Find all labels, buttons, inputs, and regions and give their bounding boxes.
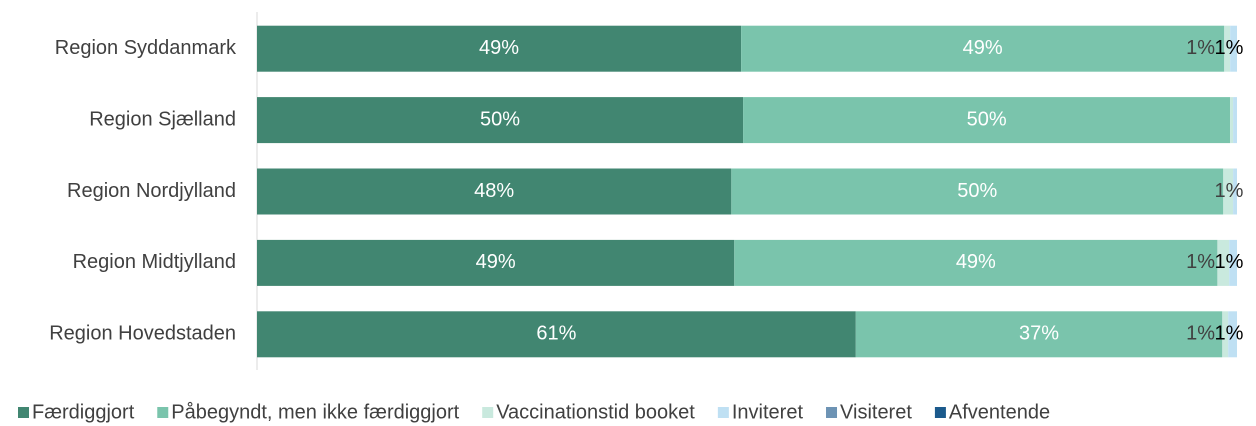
data-label: 49% — [479, 37, 519, 59]
data-label: 1% — [1215, 37, 1244, 59]
data-label: 61% — [536, 323, 576, 345]
y-tick-label: Region Hovedstaden — [49, 323, 236, 345]
data-label: 1% — [1186, 37, 1215, 59]
bar-segment — [741, 25, 1225, 72]
bar-segment — [743, 97, 1231, 144]
legend-label: Vaccinationstid booket — [496, 401, 695, 423]
legend-label: Visiteret — [840, 401, 912, 423]
bar-segment — [1230, 97, 1234, 144]
bar-segment — [257, 25, 742, 72]
bar-segment — [1233, 168, 1237, 215]
data-label: 1% — [1215, 251, 1244, 273]
y-tick-label: Region Syddanmark — [55, 37, 237, 59]
bar-segment — [1228, 311, 1237, 358]
legend-swatch — [157, 407, 169, 418]
bar-segment — [1217, 239, 1230, 286]
legend-label: Færdiggjort — [32, 401, 135, 423]
legend-label: Inviteret — [732, 401, 804, 423]
bar-segment — [1222, 311, 1229, 358]
data-label: 1% — [1215, 180, 1244, 202]
bar-segment — [731, 168, 1224, 215]
y-tick-label: Region Sjælland — [89, 108, 236, 130]
data-label: 50% — [967, 108, 1007, 130]
bar-segment — [257, 97, 744, 144]
bar-segment — [257, 168, 732, 215]
legend-label: Påbegyndt, men ikke færdiggjort — [171, 401, 459, 423]
legend-swatch — [18, 407, 29, 418]
data-label: 49% — [963, 37, 1003, 59]
legend-swatch — [482, 407, 494, 418]
bar-segment — [734, 239, 1218, 286]
legend-swatch — [826, 407, 838, 418]
bar-segment — [855, 311, 1223, 358]
bar-segment — [1224, 25, 1231, 72]
data-label: 49% — [956, 251, 996, 273]
data-label: 1% — [1186, 323, 1215, 345]
data-label: 1% — [1186, 251, 1215, 273]
data-label: 50% — [480, 108, 520, 130]
data-label: 50% — [957, 180, 997, 202]
bar-segment — [1230, 25, 1237, 72]
data-label: 48% — [474, 180, 514, 202]
y-tick-label: Region Nordjylland — [67, 180, 236, 202]
bar-segment — [1233, 97, 1237, 144]
bar-segment — [257, 311, 856, 358]
y-tick-label: Region Midtjylland — [73, 251, 236, 273]
bar-segment — [1229, 239, 1237, 286]
data-label: 49% — [476, 251, 516, 273]
data-label: 1% — [1215, 323, 1244, 345]
bar-segment — [257, 239, 735, 286]
data-label: 37% — [1019, 323, 1059, 345]
legend-label: Afventende — [949, 401, 1050, 423]
legend-swatch — [934, 407, 946, 418]
legend-swatch — [717, 407, 729, 418]
bar-segment — [1223, 168, 1234, 215]
